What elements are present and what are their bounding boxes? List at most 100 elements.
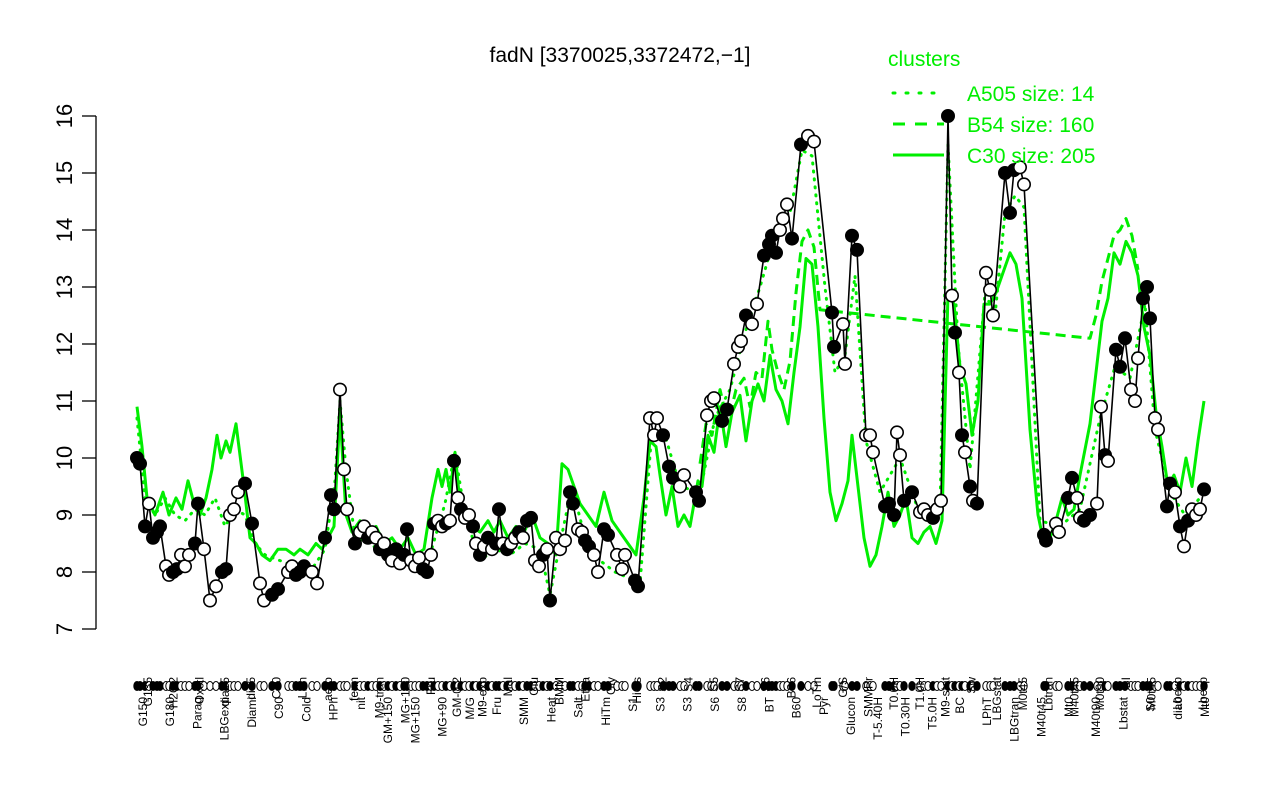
data-point xyxy=(940,109,955,124)
data-point xyxy=(676,468,691,483)
rug-marker xyxy=(634,681,642,691)
x-tick-label: S7 xyxy=(733,677,747,692)
x-tick-label: Lbexp xyxy=(1170,677,1184,710)
x-tick-label: Lbtran xyxy=(1042,677,1056,711)
data-point xyxy=(491,502,506,517)
x-tick-label: M/G xyxy=(463,697,477,720)
data-point xyxy=(557,533,572,548)
data-point xyxy=(1140,279,1155,294)
rug-marker xyxy=(1055,681,1063,691)
y-tick-label: 14 xyxy=(52,218,77,242)
rug-marker xyxy=(669,681,677,691)
x-tick-label: HiTm xyxy=(599,697,613,726)
rug-marker xyxy=(604,681,612,691)
x-tick-label: S6 xyxy=(708,697,722,712)
data-point xyxy=(944,288,959,303)
data-point xyxy=(1151,422,1166,437)
x-tick-label: M40t45 xyxy=(1067,677,1081,717)
x-tick-label: Diami xyxy=(245,697,259,728)
data-point xyxy=(399,522,414,537)
data-point xyxy=(982,282,997,297)
x-tick-label: S3 xyxy=(681,697,695,712)
data-point xyxy=(332,382,347,397)
rug-marker xyxy=(206,681,214,691)
data-point xyxy=(775,211,790,226)
data-point xyxy=(245,516,260,531)
data-point xyxy=(219,562,234,577)
data-point xyxy=(1197,482,1212,497)
data-point xyxy=(1039,533,1054,548)
x-tick-label: C90 xyxy=(272,697,286,719)
x-axis-rug xyxy=(133,681,1208,691)
y-tick-label: 12 xyxy=(52,332,77,356)
data-point xyxy=(515,530,530,545)
x-tick-label: nit xyxy=(354,696,368,709)
data-point xyxy=(1113,359,1128,374)
data-point xyxy=(1118,331,1133,346)
data-point xyxy=(227,502,242,517)
legend-label: C30 size: 205 xyxy=(967,145,1095,168)
data-point xyxy=(826,339,841,354)
data-point xyxy=(1168,485,1183,500)
x-tick-label: SMMPr xyxy=(862,677,876,717)
rug-marker xyxy=(274,681,282,691)
data-point xyxy=(539,542,554,557)
data-point xyxy=(649,411,664,426)
rug-marker xyxy=(841,681,849,691)
data-point xyxy=(1131,351,1146,366)
data-point xyxy=(238,476,253,491)
x-tick-label: Salt xyxy=(572,696,586,717)
data-point xyxy=(1101,453,1116,468)
x-tick-label: M9-tran xyxy=(373,677,387,718)
data-point xyxy=(562,485,577,500)
data-point xyxy=(376,536,391,551)
data-point xyxy=(837,356,852,371)
data-point xyxy=(1160,499,1175,514)
data-point xyxy=(784,231,799,246)
x-tick-label: S0 xyxy=(1144,697,1158,712)
data-point xyxy=(962,479,977,494)
data-point xyxy=(824,305,839,320)
rug-marker xyxy=(1104,681,1112,691)
x-tick-label: Mt0 xyxy=(1198,697,1212,717)
data-point xyxy=(672,479,687,494)
data-point xyxy=(203,593,218,608)
rug-marker xyxy=(753,681,761,691)
rug-marker xyxy=(830,681,838,691)
data-point xyxy=(655,428,670,443)
rug-marker xyxy=(853,681,861,691)
data-point xyxy=(904,485,919,500)
data-point xyxy=(896,493,911,508)
data-point xyxy=(969,496,984,511)
rug-marker xyxy=(241,681,249,691)
data-point xyxy=(209,579,224,594)
data-point xyxy=(1128,393,1143,408)
y-tick-label: 15 xyxy=(52,161,77,185)
rug-marker xyxy=(908,681,916,691)
data-point xyxy=(617,547,632,562)
x-tick-label: GM+150 xyxy=(381,697,395,744)
data-point xyxy=(849,242,864,257)
data-point xyxy=(1124,382,1139,397)
x-tick-label: Lbstat xyxy=(1116,696,1130,729)
cluster-line-dotted xyxy=(135,143,1202,597)
x-tick-label: MG+150 xyxy=(408,697,422,744)
data-point xyxy=(182,547,197,562)
rug-marker xyxy=(594,681,602,691)
x-tick-label: T0.0H xyxy=(887,677,901,710)
rug-marker xyxy=(300,681,308,691)
data-point xyxy=(270,582,285,597)
x-tick-label: ferm xyxy=(347,677,361,701)
legend-label: A505 size: 14 xyxy=(967,83,1095,106)
data-point xyxy=(844,228,859,243)
x-tick-label: M40t90 xyxy=(1089,697,1103,737)
x-tick-label: G135 xyxy=(141,677,155,707)
cluster-line-solid xyxy=(135,239,1206,568)
x-tick-label: S4 xyxy=(681,677,695,692)
data-point xyxy=(835,317,850,332)
x-tick-label: Glu xyxy=(527,677,541,696)
x-tick-label: LBGstat xyxy=(990,676,1004,720)
x-tick-label: Heat xyxy=(545,696,559,722)
x-tick-label: C30 xyxy=(270,677,284,699)
data-point xyxy=(423,547,438,562)
